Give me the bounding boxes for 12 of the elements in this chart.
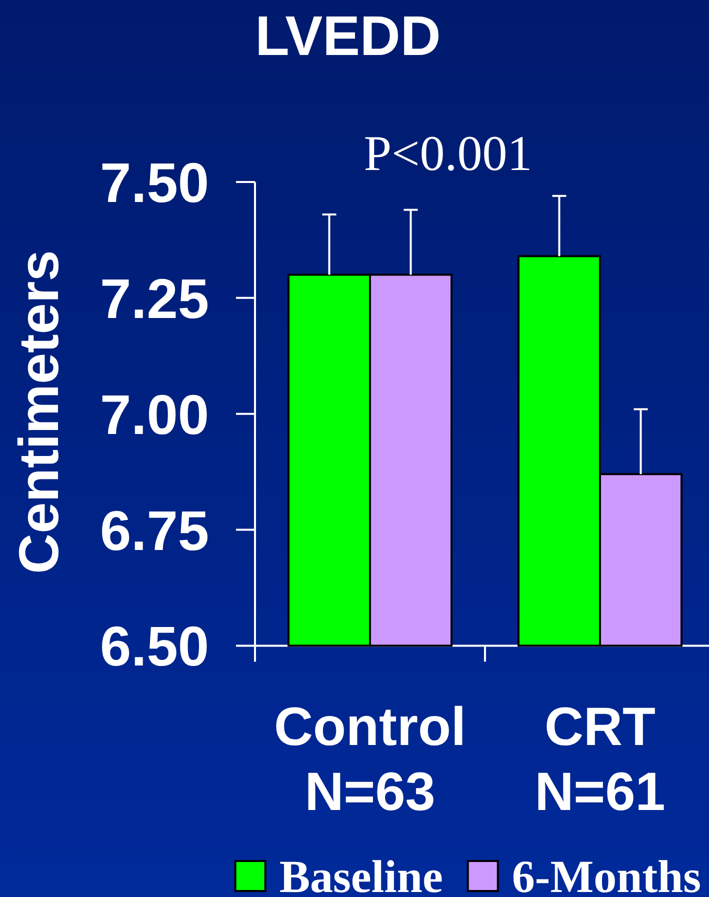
y-tick-label: 7.50 [100,151,209,214]
y-tick-label: 7.00 [100,382,209,446]
y-tick-label: 6.50 [100,614,209,678]
x-tick-label: Control N=63 [274,697,466,822]
y-tick-label: 6.75 [100,498,209,562]
chart-title: LVEDD [255,4,441,67]
y-tick-label: 7.25 [100,266,209,330]
y-axis-title: Centimeters [7,250,70,574]
text: P<0.001 [364,125,532,181]
x-tick-label: CRT N=61 [534,697,666,822]
legend-label: Baseline [279,851,443,897]
legend-label: 6-Months [512,851,702,897]
